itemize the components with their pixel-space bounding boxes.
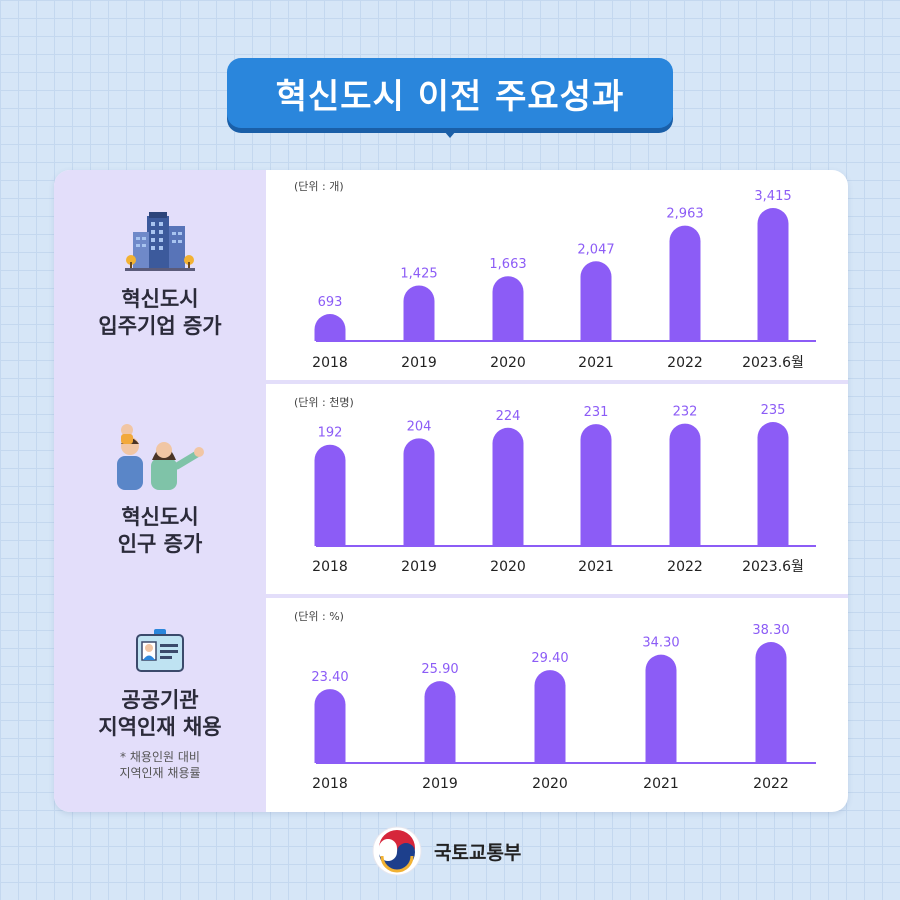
bar	[314, 689, 346, 763]
bar	[492, 427, 524, 546]
row-population-label-panel: 혁신도시 인구 증가	[54, 384, 266, 594]
bar-value-label: 232	[673, 405, 698, 420]
bar-value-label: 231	[584, 405, 609, 420]
bar-value-label: 204	[407, 419, 432, 434]
row-local-hiring-note: * 채용인원 대비 지역인재 채용률	[119, 750, 201, 780]
title-banner: 혁신도시 이전 주요성과	[227, 58, 673, 138]
chart-population: (단위 : 천명) 192 2018 204 2019 224 2020 231 2021 232…	[294, 395, 816, 575]
bar-value-label: 192	[318, 426, 343, 441]
x-tick-label: 2021	[578, 559, 614, 575]
x-tick-label: 2019	[401, 559, 437, 575]
row-divider	[54, 380, 848, 384]
x-tick-label: 2019	[401, 355, 437, 371]
row-companies: 혁신도시 입주기업 증가 (단위 : 개) 693 2018 1,425 2019 1,6…	[54, 170, 848, 380]
bar-value-label: 235	[761, 403, 786, 418]
row-population-title: 혁신도시 인구 증가	[117, 505, 203, 556]
unit-label: (단위 : 천명)	[294, 395, 354, 409]
ministry-logo: 국토교통부	[372, 826, 562, 876]
bar-value-label: 38.30	[752, 623, 789, 638]
x-tick-label: 2023.6월	[742, 355, 804, 371]
building-icon	[125, 210, 195, 276]
row-companies-label-panel: 혁신도시 입주기업 증가	[54, 170, 266, 380]
row-companies-title: 혁신도시 입주기업 증가	[98, 287, 222, 338]
unit-label: (단위 : %)	[294, 610, 344, 623]
bar	[757, 422, 789, 546]
chart-local-hiring: (단위 : %) 23.40 2018 25.90 2019 29.40 2020 34.30…	[294, 610, 816, 792]
bar	[580, 424, 612, 546]
bar-value-label: 693	[318, 295, 343, 310]
bar	[534, 670, 566, 763]
bar	[580, 261, 612, 341]
x-tick-label: 2020	[490, 559, 526, 575]
bar-value-label: 1,425	[400, 267, 437, 282]
taegeuk-emblem-icon	[372, 826, 422, 876]
ministry-name: 국토교통부	[434, 841, 522, 864]
bar-value-label: 34.30	[642, 636, 679, 651]
bar-value-label: 2,047	[577, 242, 614, 257]
bar-value-label: 224	[496, 409, 521, 424]
x-tick-label: 2018	[312, 559, 348, 575]
page-title: 혁신도시 이전 주요성과	[227, 58, 673, 128]
bar-value-label: 2,963	[666, 207, 703, 222]
row-local-hiring-title: 공공기관 지역인재 채용	[98, 688, 222, 739]
bar-value-label: 3,415	[754, 189, 791, 204]
bar	[403, 285, 435, 341]
x-tick-label: 2020	[490, 355, 526, 371]
bar-value-label: 1,663	[489, 257, 526, 272]
bar	[757, 208, 789, 341]
results-card: 혁신도시 입주기업 증가 (단위 : 개) 693 2018 1,425 2019 1,6…	[54, 170, 848, 812]
family-icon	[105, 420, 215, 494]
unit-label: (단위 : 개)	[294, 180, 344, 193]
bar	[492, 276, 524, 341]
bar	[645, 654, 677, 763]
bar-value-label: 25.90	[421, 662, 458, 677]
bar	[314, 314, 346, 341]
bar	[669, 423, 701, 546]
bar	[403, 438, 435, 546]
row-population: 혁신도시 인구 증가 (단위 : 천명) 192 2018 204 2019 224 202…	[54, 384, 848, 594]
row-divider	[54, 594, 848, 598]
x-tick-label: 2019	[422, 776, 458, 792]
x-tick-label: 2022	[667, 355, 703, 371]
x-tick-label: 2022	[667, 559, 703, 575]
bar	[424, 681, 456, 763]
x-tick-label: 2018	[312, 776, 348, 792]
x-tick-label: 2023.6월	[742, 559, 804, 575]
bar-value-label: 23.40	[311, 670, 348, 685]
x-tick-label: 2021	[578, 355, 614, 371]
chart-companies: (단위 : 개) 693 2018 1,425 2019 1,663 2020 2,047 20…	[294, 180, 816, 371]
bar	[314, 444, 346, 546]
x-tick-label: 2022	[753, 776, 789, 792]
id-card-icon	[136, 629, 184, 677]
x-tick-label: 2020	[532, 776, 568, 792]
row-local-hiring-label-panel: 공공기관 지역인재 채용 * 채용인원 대비 지역인재 채용률	[54, 598, 266, 812]
bar-value-label: 29.40	[531, 651, 568, 666]
bar	[755, 642, 787, 763]
x-tick-label: 2021	[643, 776, 679, 792]
x-tick-label: 2018	[312, 355, 348, 371]
row-local-hiring: 공공기관 지역인재 채용 * 채용인원 대비 지역인재 채용률 (단위 : %)…	[54, 598, 848, 812]
bar	[669, 225, 701, 341]
